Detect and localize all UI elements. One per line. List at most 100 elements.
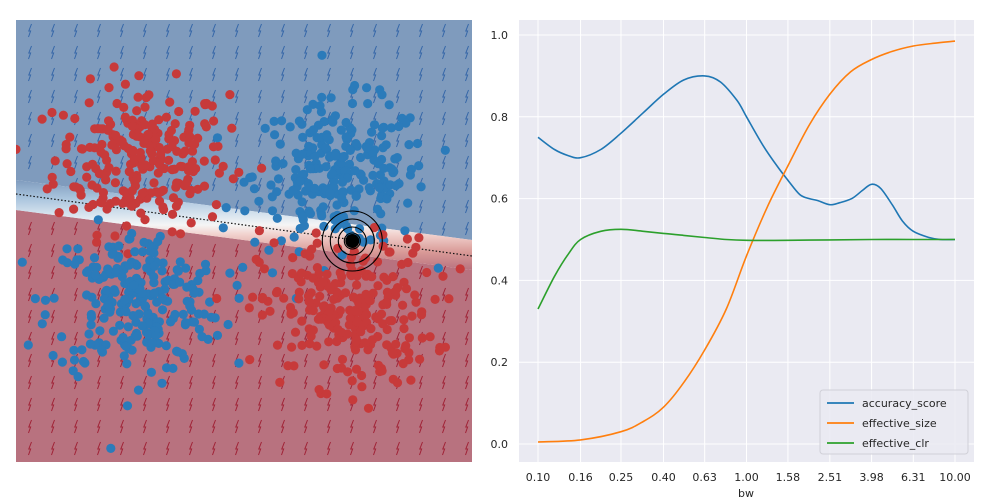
arrow-marker (327, 199, 331, 214)
arrow-marker (235, 23, 239, 38)
arrow-marker (281, 23, 285, 38)
red-point (402, 234, 412, 244)
blue-point (368, 170, 378, 180)
arrow-marker (212, 265, 216, 280)
blue-point (205, 297, 215, 307)
red-point (438, 271, 448, 281)
red-point (127, 186, 137, 196)
blue-point (344, 159, 355, 169)
red-point (360, 338, 370, 348)
blue-point (85, 339, 95, 349)
red-point (111, 166, 121, 176)
arrow-marker (74, 419, 78, 434)
red-point (167, 227, 177, 237)
arrow-marker (258, 45, 262, 60)
arrow-marker (304, 23, 308, 38)
red-point (285, 302, 296, 313)
arrow-marker (258, 441, 262, 456)
red-point (399, 323, 409, 334)
arrow-marker (120, 419, 124, 434)
blue-point (295, 176, 305, 186)
blue-point (403, 198, 413, 208)
blue-point (69, 345, 79, 355)
blue-point (260, 123, 270, 133)
arrow-marker (28, 441, 32, 456)
blue-point (134, 309, 144, 319)
arrow-marker (442, 353, 446, 368)
red-point (110, 178, 120, 188)
red-point (167, 209, 178, 219)
blue-point (178, 309, 188, 319)
arrow-marker (373, 441, 377, 456)
blue-point (118, 332, 128, 343)
arrow-marker (212, 375, 216, 390)
red-point (151, 187, 161, 197)
arrow-marker (120, 23, 124, 38)
red-point (297, 316, 307, 326)
blue-point (336, 125, 346, 135)
blue-point (440, 145, 450, 155)
highlight-ring (321, 210, 383, 272)
blue-point (189, 317, 200, 327)
arrow-marker (419, 45, 423, 60)
blue-point (401, 118, 411, 128)
arrow-marker (396, 67, 400, 82)
arrow-marker (51, 265, 55, 280)
red-point (288, 253, 298, 263)
series-lines (537, 40, 956, 443)
blue-point (139, 237, 149, 247)
blue-point (57, 332, 67, 342)
x-tick-label: 1.00 (734, 471, 759, 484)
red-point (174, 106, 184, 117)
blue-point (181, 263, 191, 273)
arrow-marker (304, 419, 308, 434)
red-point (65, 132, 75, 142)
red-point (414, 233, 424, 243)
arrow-marker (97, 375, 101, 390)
arrow-marker (373, 67, 377, 82)
red-point (257, 163, 267, 173)
red-point (376, 309, 387, 319)
blue-point (138, 247, 148, 257)
red-point (82, 172, 92, 182)
arrow-marker (166, 243, 170, 258)
blue-point (387, 164, 397, 174)
arrow-marker (28, 89, 32, 104)
blue-point (366, 235, 376, 245)
arrow-marker (465, 177, 469, 192)
y-tick-label: 0.6 (491, 193, 509, 206)
blue-point (175, 277, 185, 287)
red-point (272, 340, 283, 350)
red-point (257, 310, 267, 320)
arrow-marker (212, 89, 216, 104)
red-point (149, 178, 159, 188)
red-point (404, 333, 414, 343)
red-point (211, 200, 221, 210)
blue-point (84, 329, 94, 339)
blue-point (193, 309, 204, 319)
arrow-marker (373, 133, 377, 148)
blue-point (362, 83, 372, 93)
blue-point (173, 266, 183, 276)
red-point (187, 146, 198, 156)
blue-point (297, 197, 307, 207)
blue-point (266, 180, 276, 190)
arrow-marker (281, 177, 285, 192)
x-tick-label: 0.40 (651, 471, 676, 484)
red-point (265, 306, 275, 316)
blue-point (140, 301, 150, 311)
arrow-marker (373, 45, 377, 60)
red-point (94, 169, 104, 179)
red-point (214, 168, 224, 178)
red-point (406, 375, 416, 385)
arrow-marker (235, 243, 239, 258)
arrow-marker (442, 133, 446, 148)
red-point (92, 237, 102, 247)
red-point (326, 285, 336, 295)
red-point (434, 346, 445, 356)
blue-point (238, 262, 248, 272)
blue-point (149, 272, 159, 282)
arrow-marker (304, 375, 308, 390)
arrow-marker (465, 309, 469, 324)
arrow-marker (327, 419, 331, 434)
